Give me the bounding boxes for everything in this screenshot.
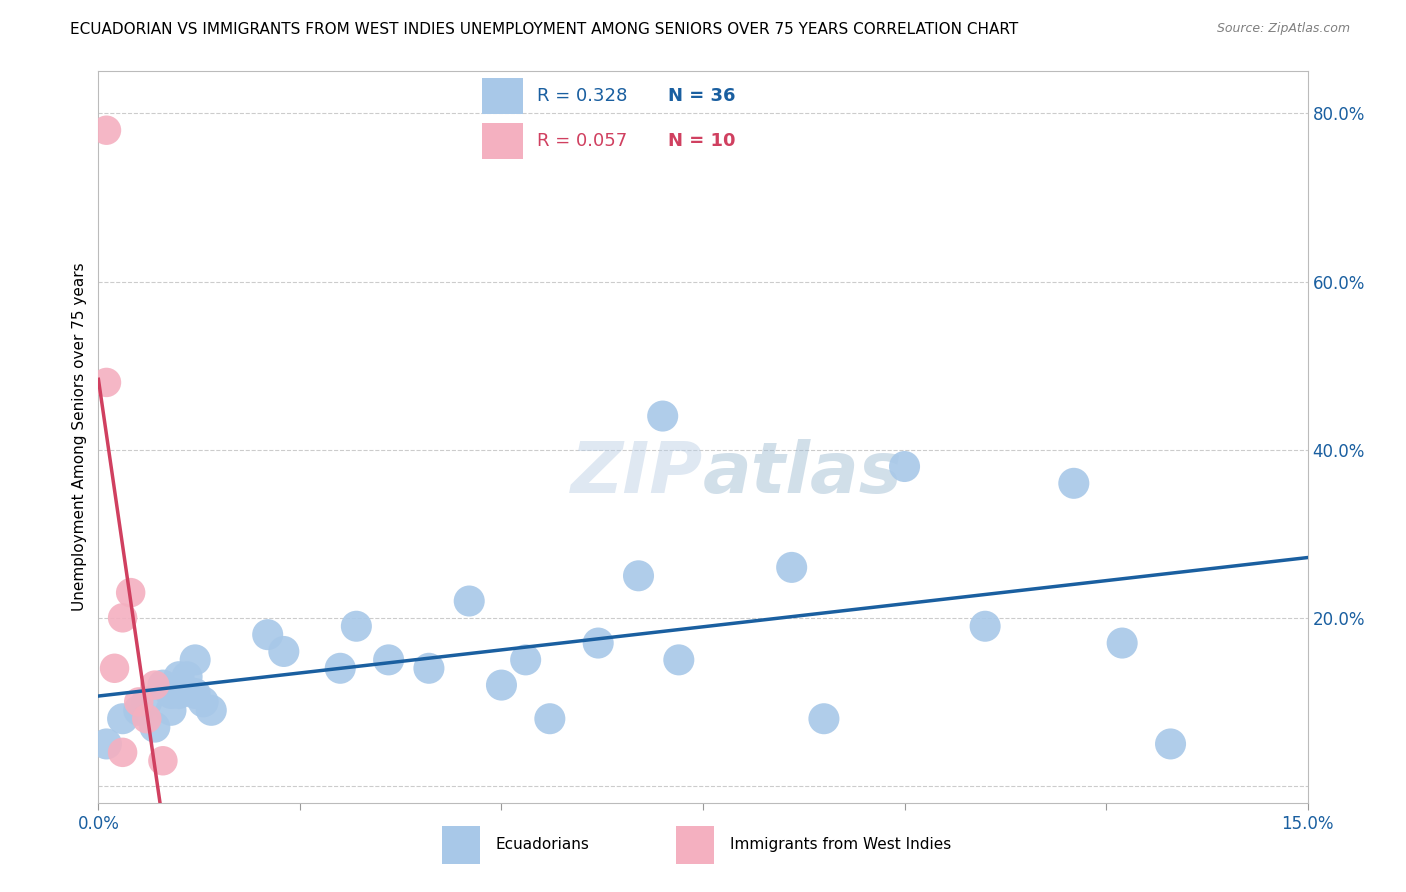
Point xyxy=(538,712,561,726)
Point xyxy=(103,661,125,675)
Point xyxy=(491,678,513,692)
Point xyxy=(184,653,207,667)
Point xyxy=(273,644,295,658)
Point xyxy=(167,686,190,700)
Point xyxy=(651,409,673,423)
Point xyxy=(1063,476,1085,491)
Text: ECUADORIAN VS IMMIGRANTS FROM WEST INDIES UNEMPLOYMENT AMONG SENIORS OVER 75 YEA: ECUADORIAN VS IMMIGRANTS FROM WEST INDIE… xyxy=(70,22,1018,37)
Point xyxy=(167,670,190,684)
Y-axis label: Unemployment Among Seniors over 75 years: Unemployment Among Seniors over 75 years xyxy=(72,263,87,611)
Point xyxy=(143,678,166,692)
Point xyxy=(974,619,997,633)
Point xyxy=(96,123,118,137)
Point xyxy=(152,754,174,768)
Point xyxy=(176,670,198,684)
Point xyxy=(1160,737,1182,751)
Point xyxy=(418,661,440,675)
Point xyxy=(813,712,835,726)
Point xyxy=(128,695,150,709)
Point xyxy=(893,459,915,474)
Text: atlas: atlas xyxy=(703,439,903,508)
Point xyxy=(111,611,134,625)
Point xyxy=(377,653,399,667)
Point xyxy=(96,737,118,751)
Point xyxy=(200,703,222,717)
Point xyxy=(627,569,650,583)
Point xyxy=(586,636,609,650)
Point xyxy=(668,653,690,667)
Point xyxy=(135,695,157,709)
Point xyxy=(160,686,183,700)
Point xyxy=(160,703,183,717)
Point xyxy=(128,703,150,717)
Point xyxy=(193,695,215,709)
Text: ZIP: ZIP xyxy=(571,439,703,508)
Point xyxy=(329,661,352,675)
Point xyxy=(96,376,118,390)
Point xyxy=(515,653,537,667)
Point xyxy=(111,745,134,759)
Point xyxy=(152,678,174,692)
Point xyxy=(780,560,803,574)
Point xyxy=(184,686,207,700)
Point xyxy=(120,585,142,599)
Point xyxy=(1111,636,1133,650)
Point xyxy=(143,720,166,734)
Text: Source: ZipAtlas.com: Source: ZipAtlas.com xyxy=(1216,22,1350,36)
Point xyxy=(111,712,134,726)
Point xyxy=(344,619,367,633)
Point xyxy=(135,712,157,726)
Point xyxy=(458,594,481,608)
Point xyxy=(256,627,278,641)
